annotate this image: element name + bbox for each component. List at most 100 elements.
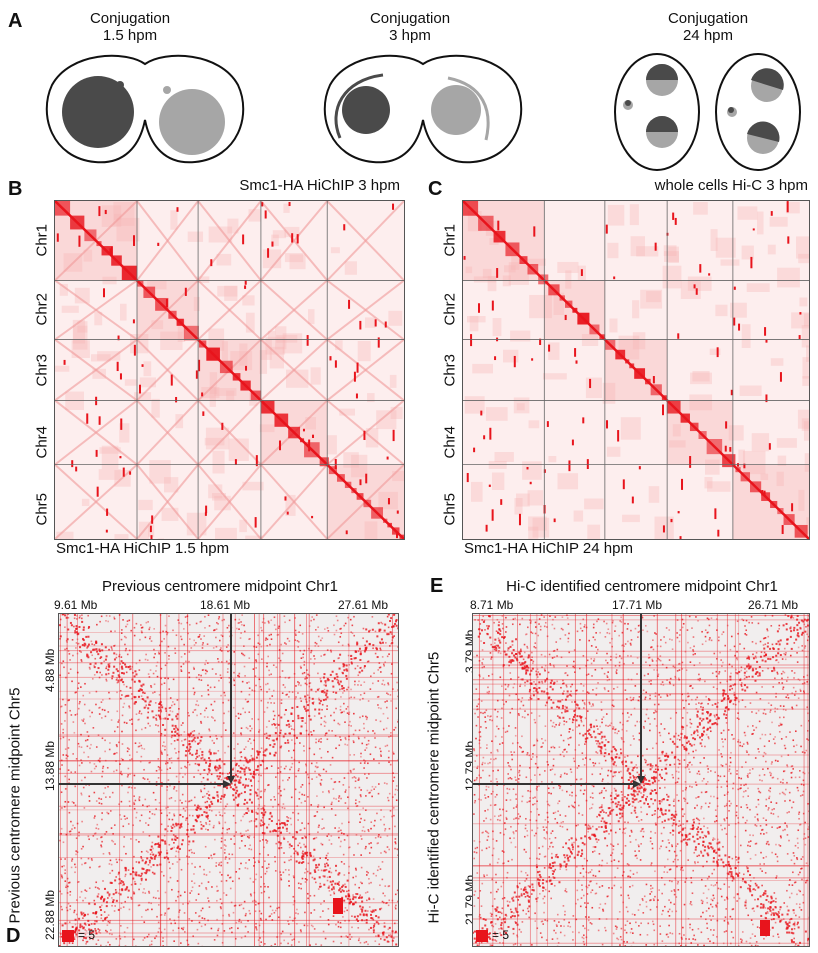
contact-speck: [78, 831, 80, 834]
contact-speck: [615, 672, 618, 675]
contact-speck: [262, 821, 264, 824]
contact-speck: [138, 799, 141, 802]
contact-dot: [202, 411, 205, 416]
centromere-x-line: [260, 279, 328, 341]
contact-speck: [480, 905, 483, 907]
contact-speck: [90, 923, 93, 925]
contact-speck: [120, 697, 122, 700]
contact-speck: [395, 785, 398, 787]
contact-speck: [338, 795, 341, 797]
contact-speck: [178, 781, 180, 783]
contact-speck: [59, 638, 61, 640]
contact-speck: [188, 900, 191, 903]
contact-speck: [226, 803, 229, 805]
centromere-arm-point: [236, 770, 239, 773]
contact-speck: [176, 880, 179, 882]
contact-speck: [313, 618, 315, 621]
contact-speck: [736, 657, 738, 659]
contact-speck: [769, 787, 772, 790]
contact-speck: [381, 683, 384, 685]
contact-patch: [151, 398, 160, 418]
contact-speck: [148, 626, 151, 629]
contact-speck: [73, 731, 76, 734]
contact-speck: [99, 620, 101, 623]
centromere-arm-point: [239, 766, 242, 769]
contact-dot: [752, 228, 755, 231]
contact-speck: [319, 677, 322, 680]
centromere-arm-point: [197, 815, 200, 818]
contact-dot: [334, 459, 337, 469]
contact-speck: [205, 659, 207, 662]
contact-speck: [302, 653, 305, 655]
contact-speck: [718, 636, 720, 639]
contact-speck: [91, 654, 94, 657]
contact-speck: [61, 764, 63, 766]
contact-patch: [508, 262, 529, 285]
contact-speck: [68, 921, 71, 923]
contact-speck: [703, 834, 706, 837]
centromere-arm-point: [148, 703, 151, 706]
contact-speck: [266, 682, 269, 685]
contact-speck: [539, 628, 542, 631]
centromere-arm-point: [97, 667, 100, 670]
centromere-arm-point: [127, 889, 130, 892]
contact-speck: [160, 931, 163, 934]
centromere-arm-point: [140, 872, 143, 875]
contact-patch: [742, 450, 766, 475]
contact-speck: [382, 712, 385, 715]
contact-speck: [767, 642, 769, 644]
contact-speck: [710, 663, 713, 666]
contact-speck: [277, 916, 280, 919]
contact-speck: [317, 645, 320, 647]
contact-speck: [187, 835, 190, 838]
centromere-arm-point: [325, 692, 328, 695]
contact-speck: [367, 739, 370, 742]
contact-speck: [144, 798, 147, 801]
contact-speck: [74, 866, 77, 869]
contact-speck: [337, 830, 339, 833]
contact-speck: [690, 903, 693, 906]
contact-speck: [280, 877, 282, 879]
contact-speck: [95, 943, 98, 945]
contact-speck: [95, 800, 98, 802]
centromere-arm-point: [301, 857, 304, 860]
contact-speck: [214, 719, 216, 722]
contact-speck: [515, 779, 517, 781]
contact-speck: [244, 698, 247, 701]
contact-speck: [198, 915, 200, 918]
contact-speck: [188, 763, 191, 766]
contact-speck: [512, 686, 515, 689]
contact-speck: [248, 711, 251, 713]
contact-speck: [330, 808, 333, 810]
contact-speck: [371, 785, 374, 788]
centromere-arm-point: [379, 641, 382, 644]
contact-speck: [342, 784, 345, 786]
contact-speck: [179, 772, 181, 775]
contact-speck: [208, 798, 211, 800]
contact-speck: [102, 880, 104, 882]
contact-speck: [154, 937, 156, 940]
contact-speck: [479, 731, 482, 733]
centromere-arm-point: [133, 675, 136, 678]
contact-speck: [111, 869, 114, 872]
contact-patch: [284, 253, 304, 263]
contact-speck: [174, 855, 177, 858]
centromere-arm-point: [394, 930, 397, 933]
centromere-arm-point: [210, 800, 213, 803]
centromere-arm-point: [223, 763, 226, 766]
centromere-arm-point: [144, 700, 147, 703]
centromere-arm-point: [339, 680, 342, 683]
contact-speck: [86, 647, 88, 649]
contact-speck: [164, 912, 167, 915]
contact-speck: [180, 670, 183, 672]
contact-speck: [200, 695, 203, 697]
centromere-arm-point: [323, 673, 326, 676]
contact-speck: [334, 781, 337, 783]
centromere-arm-point: [203, 811, 206, 814]
contact-speck: [794, 776, 797, 779]
contact-speck: [134, 787, 136, 789]
contact-speck: [201, 643, 204, 646]
contact-speck: [367, 871, 370, 874]
contact-speck: [340, 942, 342, 944]
contact-speck: [323, 900, 325, 902]
